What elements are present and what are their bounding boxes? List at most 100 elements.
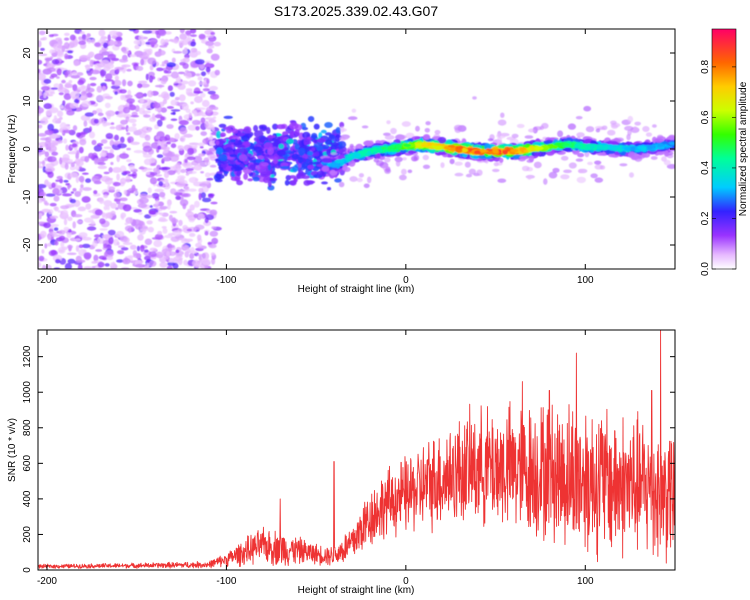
spectrogram-blob: [628, 151, 636, 158]
spectrogram-blob: [533, 151, 542, 157]
spectrogram-blob: [375, 160, 384, 167]
spectrogram-blob: [206, 78, 210, 85]
spectrogram-blob: [324, 122, 333, 128]
spectrogram-blob: [55, 37, 62, 42]
spectrogram-blob: [189, 247, 195, 254]
spectrogram-blob: [153, 167, 159, 173]
spectrogram-blob: [376, 148, 383, 154]
spectrogram-blob: [140, 244, 145, 252]
spectrogram-blob: [48, 34, 54, 38]
spectrogram-blob: [163, 171, 170, 179]
spectrogram-blob: [415, 125, 420, 132]
spectrogram-blob: [75, 132, 82, 138]
spectrogram-blob: [159, 206, 169, 210]
spectrogram-blob: [213, 41, 221, 47]
spectrogram-blob: [170, 99, 178, 106]
spectrogram-blob: [194, 59, 205, 65]
spectrogram-blob: [114, 91, 118, 95]
spectrogram-blob: [122, 79, 127, 87]
spectrogram-blob: [122, 257, 131, 265]
spectrogram-blob: [267, 135, 276, 139]
spectrogram-blob: [101, 212, 106, 219]
spectrogram-blob: [74, 146, 78, 151]
spectrogram-blobs: [38, 29, 675, 269]
spectrogram-blob: [401, 121, 411, 127]
spectrogram-blob: [301, 161, 309, 169]
spectrogram-blob: [170, 112, 176, 115]
spectrogram-blob: [188, 112, 192, 119]
spectrogram-blob: [358, 173, 364, 178]
spectrogram-blob: [230, 176, 240, 181]
spectrogram-blob: [209, 230, 219, 237]
spectrogram-blob: [55, 138, 59, 141]
spectrogram-blob: [57, 210, 61, 213]
spectrogram-blob: [133, 40, 140, 45]
spectrogram-blob: [41, 208, 51, 213]
spectrogram-blob: [120, 177, 127, 185]
spectrogram-blob: [401, 168, 407, 175]
spectrogram-blob: [273, 156, 279, 165]
spectrogram-blob: [209, 85, 219, 91]
spectrogram-blob: [119, 89, 127, 94]
spectrogram-blob: [164, 31, 172, 35]
spectrogram-blob: [129, 244, 137, 250]
spectrogram-blob: [170, 218, 179, 224]
spectrogram-blob: [384, 168, 391, 174]
spectrogram-blob: [169, 210, 178, 214]
spectrogram-blob: [479, 149, 489, 153]
spectrogram-blob: [103, 205, 108, 211]
spectrogram-blob: [349, 176, 358, 182]
spectrogram-blob: [66, 110, 75, 116]
spectrogram-blob: [69, 165, 76, 171]
spectrogram-blob: [294, 143, 300, 150]
spectrogram-blob: [205, 137, 209, 145]
spectrogram-blob: [347, 116, 358, 121]
spectrogram-blob: [205, 62, 211, 69]
spectrogram-blob: [67, 184, 72, 188]
spectrogram-blob: [137, 234, 144, 241]
spectrogram-blob: [109, 148, 114, 154]
spectrogram-blob: [45, 166, 55, 172]
spectrogram-blob: [448, 144, 455, 148]
spectrogram-blob: [237, 148, 248, 153]
spectrogram-blob: [194, 224, 205, 230]
colorbar-tick-label: 0.8: [700, 60, 711, 74]
colorbar-tick-label: 0.4: [700, 161, 711, 175]
spectrogram-blob: [195, 73, 201, 77]
spectrogram-blob: [122, 106, 131, 114]
spectrogram-blob: [168, 166, 178, 171]
spectrogram-blob: [62, 193, 72, 197]
spectrogram-blob: [590, 173, 598, 179]
spectrogram-blob: [108, 40, 118, 46]
spectrogram-blob: [235, 166, 243, 172]
spectrogram-blob: [286, 138, 294, 144]
spectrogram-blob: [627, 129, 632, 136]
spectrogram-blob: [139, 97, 145, 104]
spectrogram-blob: [321, 158, 332, 163]
spectrogram-blob: [218, 123, 227, 128]
spectrogram-blob: [534, 146, 544, 151]
spectrogram-blob: [497, 119, 507, 126]
spectrogram-blob: [356, 177, 363, 183]
spectrogram-blob: [127, 174, 136, 177]
spectrogram-blob: [632, 126, 638, 133]
spectrogram-blob: [186, 156, 196, 161]
spectrogram-blob: [155, 135, 160, 140]
spectrogram-blob: [76, 72, 84, 76]
spectrogram-blob: [158, 167, 168, 171]
spectrogram-blob: [202, 252, 210, 260]
spectrogram-blob: [96, 95, 106, 102]
spectrogram-blob: [147, 226, 154, 233]
spectrogram-blob: [157, 230, 163, 235]
spectrogram-blob: [97, 261, 105, 268]
spectrogram-blob: [443, 145, 450, 150]
spectrogram-blob: [361, 125, 369, 129]
spectrogram-blob: [664, 150, 669, 157]
spectrogram-blob: [50, 87, 59, 90]
spectrogram-blob: [99, 69, 107, 77]
spectrogram-blob: [247, 178, 253, 182]
spectrogram-blob: [161, 61, 165, 67]
spectrogram-blob: [594, 160, 602, 165]
spectrogram-blob: [127, 136, 134, 144]
spectrogram-blob: [77, 86, 86, 91]
